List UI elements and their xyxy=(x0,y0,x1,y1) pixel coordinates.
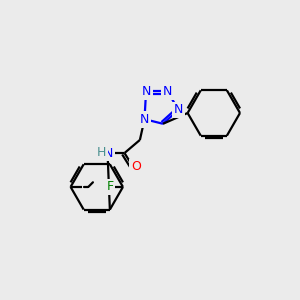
Text: F: F xyxy=(106,180,113,194)
Text: N: N xyxy=(140,113,149,126)
Text: H: H xyxy=(97,146,106,159)
Text: N: N xyxy=(141,85,151,98)
Text: N: N xyxy=(103,146,113,160)
Text: N: N xyxy=(163,85,172,98)
Text: N: N xyxy=(174,103,183,116)
Text: O: O xyxy=(131,160,141,173)
